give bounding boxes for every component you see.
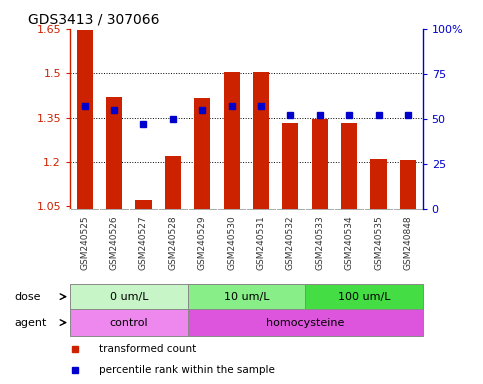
Text: agent: agent <box>14 318 47 328</box>
Bar <box>253 72 269 209</box>
Bar <box>224 72 240 209</box>
Text: GDS3413 / 307066: GDS3413 / 307066 <box>28 12 159 26</box>
Text: GSM240535: GSM240535 <box>374 215 383 270</box>
Text: control: control <box>110 318 148 328</box>
Text: homocysteine: homocysteine <box>266 318 344 328</box>
Bar <box>305 284 423 309</box>
Text: GSM240525: GSM240525 <box>80 215 89 270</box>
Bar <box>135 200 152 209</box>
Bar <box>165 156 181 209</box>
Bar <box>312 119 328 209</box>
Bar <box>106 97 122 209</box>
Bar <box>194 98 210 209</box>
Text: GSM240528: GSM240528 <box>169 215 177 270</box>
Text: percentile rank within the sample: percentile rank within the sample <box>99 364 275 375</box>
Text: GSM240526: GSM240526 <box>110 215 119 270</box>
Bar <box>77 30 93 209</box>
Text: 10 um/L: 10 um/L <box>224 291 269 302</box>
Text: transformed count: transformed count <box>99 344 196 354</box>
Text: 100 um/L: 100 um/L <box>338 291 390 302</box>
Bar <box>70 284 187 309</box>
Text: GSM240532: GSM240532 <box>286 215 295 270</box>
Bar <box>341 124 357 209</box>
Bar <box>187 284 305 309</box>
Text: dose: dose <box>14 291 41 302</box>
Bar <box>70 309 187 336</box>
Text: GSM240527: GSM240527 <box>139 215 148 270</box>
Bar <box>370 159 386 209</box>
Text: GSM240530: GSM240530 <box>227 215 236 270</box>
Bar <box>283 124 298 209</box>
Text: GSM240848: GSM240848 <box>403 215 412 270</box>
Text: GSM240529: GSM240529 <box>198 215 207 270</box>
Text: GSM240533: GSM240533 <box>315 215 324 270</box>
Text: GSM240534: GSM240534 <box>345 215 354 270</box>
Text: 0 um/L: 0 um/L <box>110 291 148 302</box>
Bar <box>400 161 416 209</box>
Bar <box>187 309 423 336</box>
Text: GSM240531: GSM240531 <box>256 215 266 270</box>
